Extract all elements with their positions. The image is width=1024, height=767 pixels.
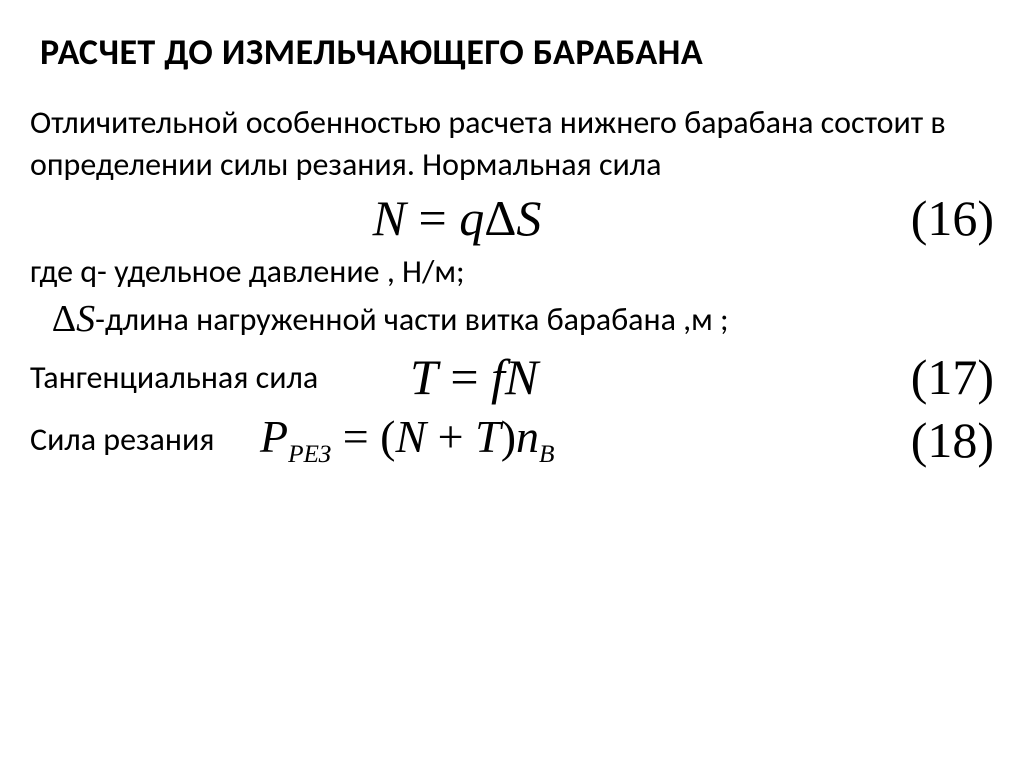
equals: = bbox=[406, 190, 459, 246]
equation-16-row: N = qΔS (16) bbox=[30, 189, 994, 247]
delta-symbol: Δ bbox=[484, 190, 516, 246]
equation-16: N = qΔS bbox=[373, 190, 542, 246]
equation-17: T = fN bbox=[370, 348, 538, 406]
var-N: N bbox=[373, 190, 406, 246]
delta-inline: Δ bbox=[52, 298, 76, 340]
eq-number-16: (16) bbox=[884, 189, 994, 247]
eq-number-18: (18) bbox=[884, 411, 994, 469]
equals-17: = bbox=[438, 349, 491, 405]
close-paren: ) bbox=[501, 411, 516, 462]
delta-s-text: -длина нагруженной части витка барабана … bbox=[95, 299, 728, 341]
where-q-text: где q- удельное давление , Н/м; bbox=[30, 251, 994, 293]
eq-number-17: (17) bbox=[884, 348, 994, 406]
equation-18-row: Сила резания PРЕЗ = (N + T)nB (18) bbox=[30, 410, 994, 469]
var-T-18: T bbox=[475, 411, 501, 462]
sub-B: B bbox=[539, 440, 554, 468]
var-n: n bbox=[516, 411, 539, 462]
var-N-17: N bbox=[505, 349, 538, 405]
var-q: q bbox=[459, 190, 484, 246]
equation-18: PРЕЗ = (N + T)nB bbox=[260, 410, 554, 469]
equation-17-row: Тангенциальная сила T = fN (17) bbox=[30, 348, 994, 406]
delta-s-symbol: ΔS bbox=[52, 295, 95, 344]
page-title: РАСЧЕТ ДО ИЗМЕЛЬЧАЮЩЕГО БАРАБАНА bbox=[30, 30, 994, 74]
var-P: P bbox=[260, 411, 288, 462]
intro-text: Отличительной особенностью расчета нижне… bbox=[30, 102, 994, 185]
equals-open-paren: = ( bbox=[331, 411, 395, 462]
plus-18: + bbox=[426, 411, 475, 462]
cutting-force-label: Сила резания bbox=[30, 420, 260, 459]
delta-s-definition: ΔS -длина нагруженной части витка бараба… bbox=[30, 295, 994, 344]
var-T: T bbox=[410, 349, 438, 405]
var-S: S bbox=[516, 190, 541, 246]
s-inline: S bbox=[76, 298, 95, 340]
tangential-force-label: Тангенциальная сила bbox=[30, 358, 370, 397]
var-N-18: N bbox=[395, 411, 426, 462]
var-f: f bbox=[491, 349, 505, 405]
sub-rez: РЕЗ bbox=[288, 440, 331, 468]
